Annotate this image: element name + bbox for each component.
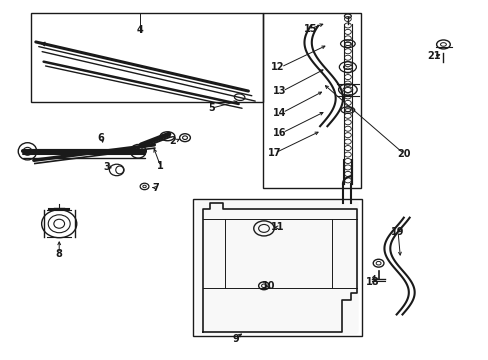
Text: 21: 21 [426,51,440,61]
Text: 14: 14 [272,108,286,118]
Text: 1: 1 [157,161,163,171]
Text: 17: 17 [267,148,281,158]
Bar [193,199,361,336]
Text: 19: 19 [390,227,404,237]
Text: 9: 9 [232,333,239,343]
Text: 20: 20 [397,149,410,159]
Text: 15: 15 [303,24,316,34]
Text: 16: 16 [272,128,286,138]
Text: 18: 18 [365,277,378,287]
Text: 7: 7 [152,183,159,193]
Text: 3: 3 [103,162,110,172]
Text: 8: 8 [56,248,62,258]
Bar [263,13,360,188]
Text: 10: 10 [262,281,275,291]
Text: 5: 5 [207,103,214,113]
Text: 4: 4 [136,25,143,35]
Text: 12: 12 [270,62,284,72]
Text: 6: 6 [97,133,104,143]
Text: 11: 11 [270,222,284,232]
Text: 13: 13 [272,86,286,96]
Ellipse shape [116,166,123,174]
FancyBboxPatch shape [195,201,358,334]
Text: 2: 2 [169,136,175,146]
Bar [31,13,263,102]
